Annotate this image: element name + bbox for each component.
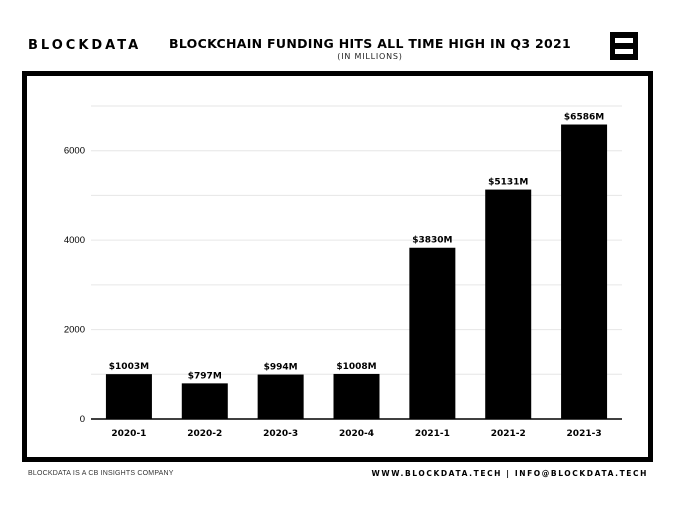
logo-text: BLOCKDATA [28, 38, 142, 53]
bar-2021-2 [485, 189, 532, 419]
footer-contact: WWW.BLOCKDATA.TECH | INFO@BLOCKDATA.TECH [371, 469, 648, 478]
bar-chart: 0 2000 4000 6000 $1003M 2020-1 $797M 2020-2 $994… [64, 105, 622, 439]
chart-subtitle: (IN MILLIONS) [337, 52, 403, 61]
bar-2020-3 [257, 374, 304, 419]
x-tick-label: 2020-2 [187, 429, 222, 439]
bar-2021-1 [409, 247, 456, 419]
data-label: $797M [188, 371, 222, 381]
bar-2020-4 [333, 373, 380, 419]
bar-2020-1 [105, 374, 152, 419]
data-label: $5131M [488, 178, 528, 188]
footer-company-note: BLOCKDATA IS A CB INSIGHTS COMPANY [28, 470, 174, 477]
blockdata-logo-icon [610, 32, 638, 60]
y-tick-label: 4000 [64, 235, 85, 246]
x-tick-label: 2020-4 [339, 429, 374, 439]
y-tick-label: 2000 [64, 325, 85, 336]
data-label: $1003M [109, 362, 149, 372]
y-tick-label: 6000 [64, 146, 85, 157]
chart-frame: 0 2000 4000 6000 $1003M 2020-1 $797M 2020-2 $994… [22, 71, 653, 462]
bar-2021-3 [561, 124, 608, 419]
data-label: $3830M [412, 236, 452, 246]
x-tick-label: 2021-2 [491, 429, 526, 439]
x-tick-label: 2021-3 [567, 429, 602, 439]
x-tick-label: 2020-1 [111, 429, 146, 439]
x-tick-label: 2021-1 [415, 429, 450, 439]
data-label: $994M [264, 363, 298, 373]
y-tick-label: 0 [80, 414, 85, 425]
data-label: $6586M [564, 113, 604, 123]
chart-title: BLOCKCHAIN FUNDING HITS ALL TIME HIGH IN… [169, 36, 571, 51]
data-label: $1008M [336, 362, 376, 372]
x-tick-label: 2020-3 [263, 429, 298, 439]
bar-2020-2 [181, 383, 228, 419]
